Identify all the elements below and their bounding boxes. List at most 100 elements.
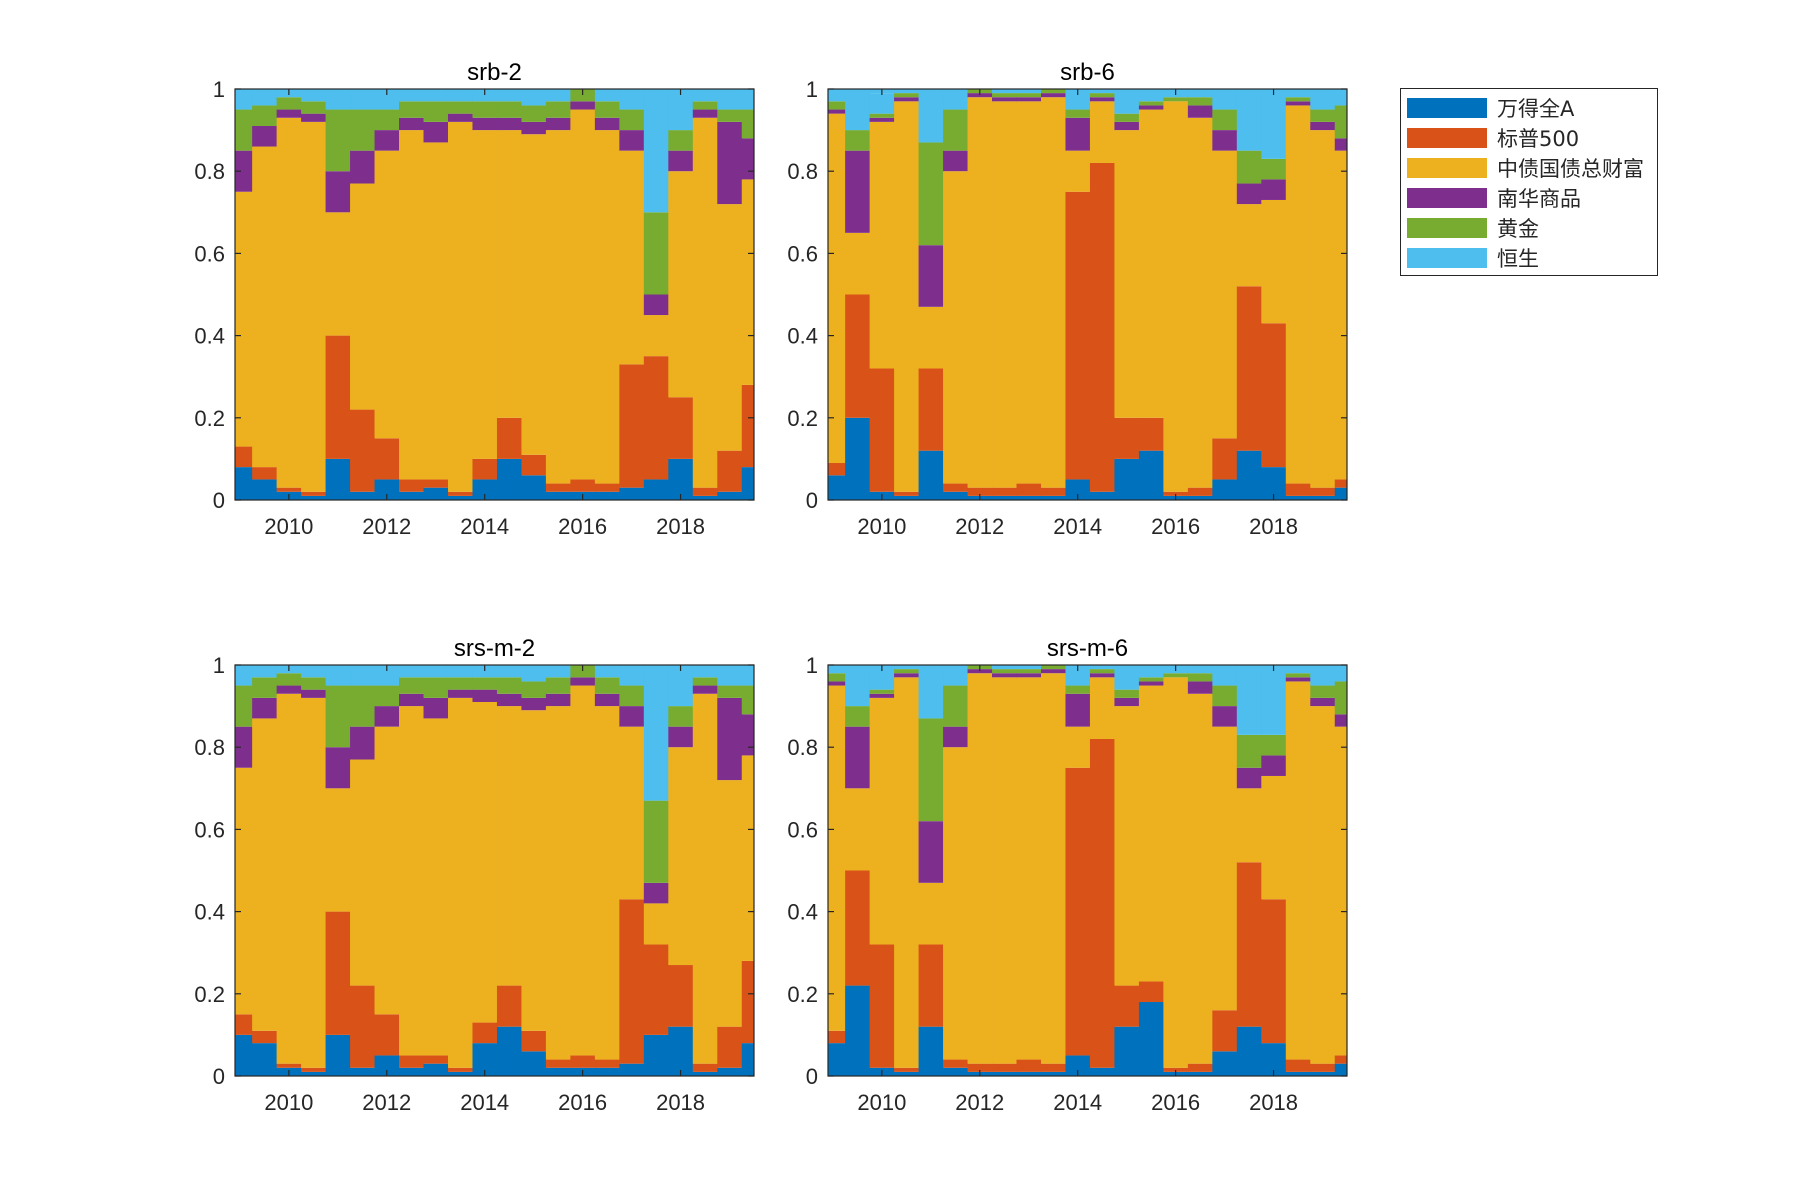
area-segment (717, 89, 743, 110)
area-segment (301, 697, 327, 1068)
area-segment (668, 726, 694, 748)
area-segment (668, 130, 694, 151)
x-tick-label: 2012 (362, 514, 411, 539)
area-segment (1187, 487, 1213, 496)
area-segment (1163, 1067, 1189, 1072)
area-segment (869, 113, 895, 118)
x-tick-label: 2010 (857, 1090, 906, 1115)
y-tick-label: 0.8 (787, 159, 818, 184)
area-segment (943, 491, 969, 500)
area-segment (374, 1055, 400, 1076)
area-segment (276, 685, 302, 694)
area-segment (1261, 89, 1287, 159)
area-segment (1065, 665, 1091, 686)
area-segment (967, 487, 993, 496)
area-segment (1089, 1067, 1115, 1076)
area-segment (1212, 1010, 1238, 1052)
area-segment (350, 183, 376, 410)
area-segment (1261, 158, 1287, 180)
area-segment (967, 1063, 993, 1072)
area-segment (1310, 109, 1336, 122)
area-segment (235, 150, 253, 192)
y-tick-label: 0 (213, 488, 225, 513)
area-segment (545, 706, 571, 1060)
area-segment (1089, 93, 1115, 98)
area-segment (1016, 483, 1042, 496)
legend: 万得全A 标普500 中债国债总财富 南华商品 黄金 恒生 (1400, 88, 1658, 276)
area-segment (1285, 105, 1311, 484)
area-segment (967, 93, 993, 98)
area-segment (1089, 101, 1115, 163)
area-segment (918, 142, 944, 246)
area-segment (1138, 665, 1164, 678)
area-segment (1310, 495, 1336, 500)
area-segment (1212, 130, 1238, 151)
area-segment (325, 685, 351, 748)
x-tick-label: 2018 (656, 514, 705, 539)
area-segment (594, 1067, 620, 1076)
area-segment (423, 665, 449, 678)
area-segment (594, 130, 620, 484)
area-segment (643, 479, 669, 500)
area-segment (1236, 862, 1262, 1027)
area-segment (845, 870, 871, 986)
area-segment (1114, 89, 1140, 114)
area-segment (1040, 89, 1066, 94)
area-segment (741, 179, 754, 385)
area-segment (1138, 981, 1164, 1003)
area-segment (845, 294, 871, 418)
axes-frame (234, 88, 755, 501)
area-segment (1065, 150, 1091, 192)
area-segment (619, 150, 645, 365)
area-segment (643, 212, 669, 295)
area-segment (1016, 1059, 1042, 1072)
area-segment (325, 89, 351, 110)
y-tick-label: 1 (806, 77, 818, 102)
chart-panel: 0 0.2 0.4 0.6 0.8 1 2010 2012 2014 2016 2018 srb-2 (194, 59, 755, 539)
area-segment (276, 1063, 302, 1068)
area-segment (350, 150, 376, 184)
legend-item: 恒生 (1407, 246, 1539, 271)
x-tick-label: 2010 (264, 514, 313, 539)
area-segment (894, 665, 920, 670)
area-segment (276, 109, 302, 118)
stacked-area (235, 665, 754, 1076)
area-segment (692, 677, 718, 686)
area-segment (545, 1067, 571, 1076)
y-tick-label: 1 (213, 77, 225, 102)
area-segment (1236, 89, 1262, 151)
area-segment (301, 1071, 327, 1076)
area-segment (301, 491, 327, 496)
area-segment (1089, 669, 1115, 674)
area-segment (1065, 693, 1091, 727)
area-segment (545, 693, 571, 707)
area-segment (374, 130, 400, 151)
area-segment (1163, 673, 1189, 678)
area-segment (1236, 286, 1262, 451)
area-segment (1114, 985, 1140, 1027)
area-segment (894, 495, 920, 500)
area-segment (1334, 726, 1347, 1056)
y-tick-label: 0 (806, 1064, 818, 1089)
area-segment (399, 101, 424, 118)
area-segment (845, 706, 871, 727)
area-segment (496, 1026, 522, 1076)
area-segment (1114, 417, 1140, 459)
area-segment (472, 130, 498, 459)
area-segment (1212, 479, 1238, 500)
x-tick-label: 2012 (955, 514, 1004, 539)
legend-label: 南华商品 (1497, 187, 1581, 211)
area-segment (276, 97, 302, 110)
area-segment (668, 150, 694, 172)
area-segment (668, 171, 694, 398)
area-segment (1334, 89, 1347, 106)
area-segment (374, 726, 400, 1015)
area-segment (717, 1026, 743, 1068)
area-segment (1138, 109, 1164, 418)
area-segment (943, 1067, 969, 1076)
area-segment (894, 673, 920, 678)
area-segment (350, 491, 376, 500)
area-segment (472, 101, 498, 118)
area-segment (1187, 665, 1213, 674)
legend-item: 标普500 (1407, 126, 1579, 151)
